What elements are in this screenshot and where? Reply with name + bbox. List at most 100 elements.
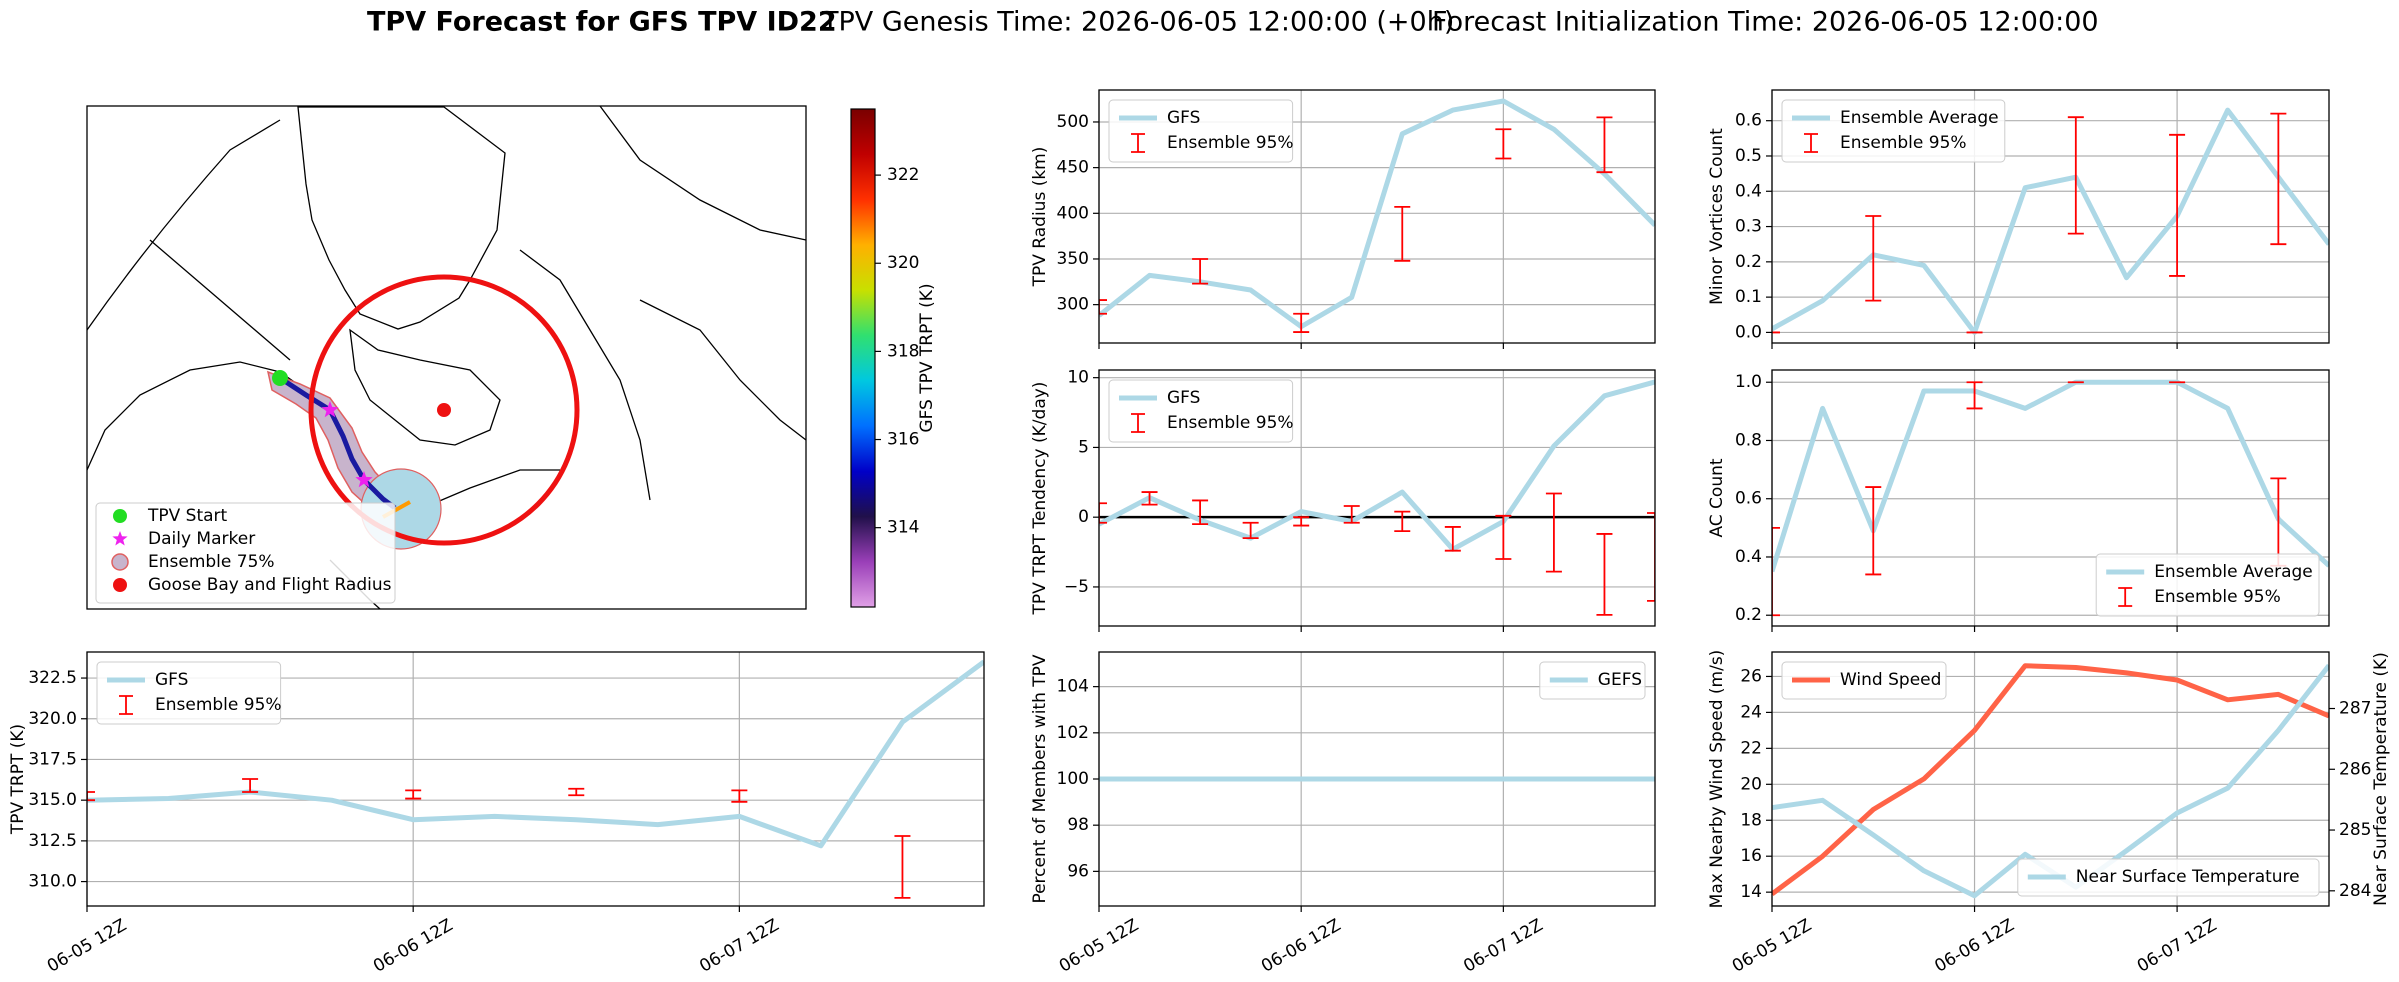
y-axis-label: TPV TRPT (K) [8, 724, 28, 835]
legend-label: Ensemble 95% [1167, 413, 1294, 433]
y-tick-label: 1.0 [1735, 372, 1762, 392]
y-tick-label: 0.0 [1735, 322, 1762, 342]
legend: Ensemble Average Ensemble 95% [1781, 99, 2006, 163]
goose-bay [437, 403, 451, 417]
axes-frame [1771, 89, 2330, 344]
axes-frame [1771, 369, 2330, 627]
legend: Wind Speed [1781, 661, 1947, 700]
error-bar [1394, 206, 1411, 262]
error-bar [1865, 215, 1882, 302]
legend: GFS Ensemble 95% [96, 661, 282, 725]
error-bar [1444, 526, 1461, 552]
legend-icon [113, 578, 127, 592]
y-tick-label: 315.0 [28, 790, 77, 810]
x-tick-label: 06-07 12Z [696, 915, 782, 976]
legend-label: TPV Start [147, 506, 228, 526]
legend-label: Ensemble Average [2154, 562, 2313, 582]
y-axis-label: Minor Vortices Count [1707, 128, 1727, 305]
y-tick-label: 16 [1740, 846, 1762, 866]
legend-box [1781, 661, 1947, 700]
legend: Near Surface Temperature [2017, 858, 2320, 897]
y-tick-label: 0.6 [1735, 489, 1762, 509]
legend-label: Ensemble 75% [148, 552, 275, 572]
error-bar [1141, 491, 1158, 506]
colorbar-tick-label: 320 [887, 253, 919, 273]
colorbar-tick-label: 322 [887, 165, 919, 185]
error-bar [242, 778, 259, 793]
y2-axis-label: Near Surface Temperature (K) [2371, 652, 2391, 906]
y-tick-label: 98 [1067, 815, 1089, 835]
legend-label: Ensemble 95% [155, 695, 282, 715]
y-tick-label: 300 [1057, 295, 1089, 315]
x-tick-label: 06-06 12Z [370, 915, 456, 976]
y-axis-label: TPV Radius (km) [1030, 147, 1050, 288]
series-line [1099, 98, 1655, 330]
y-tick-label: 0.2 [1735, 605, 1762, 625]
colorbar-label: GFS TPV TRPT (K) [917, 283, 937, 432]
plot-area [1772, 379, 2329, 617]
map-legend: TPV Start Daily Marker Ensemble 75% Goose B… [95, 502, 396, 604]
y-tick-label: 20 [1740, 774, 1762, 794]
legend-box [1781, 99, 2006, 163]
legend-icon [112, 531, 128, 546]
legend-errorbar [1131, 413, 1145, 433]
y-tick-label: 312.5 [28, 831, 77, 851]
error-bar [568, 787, 585, 797]
y-tick-label: 350 [1057, 249, 1089, 269]
legend-errorbar [2118, 587, 2133, 607]
legend-icon [111, 553, 129, 571]
flight-radius [308, 274, 580, 546]
error-bar [1495, 514, 1512, 560]
legend: GEFS [1539, 661, 1646, 700]
colorbar-tick-label: 316 [887, 430, 919, 450]
legend-errorbar [1131, 133, 1145, 153]
y-tick-label: 18 [1740, 810, 1762, 830]
map-land [86, 105, 807, 610]
y-tick-label: 0.5 [1735, 146, 1762, 166]
y-tick-label: 14 [1740, 882, 1762, 902]
x-tick-label: 06-05 12Z [44, 915, 130, 976]
y-tick-label: 104 [1057, 677, 1089, 697]
legend-box [2017, 858, 2320, 897]
series-line [1772, 107, 2329, 335]
x-tick-label: 06-05 12Z [1056, 915, 1142, 976]
y-tick-label: 450 [1057, 158, 1089, 178]
y-tick-label: 0 [1078, 507, 1089, 527]
axes-frame [86, 651, 985, 907]
y-tick-label: 320.0 [28, 709, 77, 729]
legend-label: Ensemble 95% [1167, 133, 1294, 153]
y-axis-label: Max Nearby Wind Speed (m/s) [1707, 650, 1727, 909]
y2-tick-label: 286 [2339, 759, 2371, 779]
legend-icon [113, 509, 127, 523]
error-bar [1192, 499, 1209, 526]
y-tick-label: 0.8 [1735, 430, 1762, 450]
error-bar [1865, 486, 1882, 576]
y-tick-label: 0.1 [1735, 287, 1762, 307]
error-bar [1495, 128, 1512, 160]
legend-label: GFS [1167, 388, 1200, 408]
plot-area [1099, 379, 1655, 616]
y-tick-label: 26 [1740, 666, 1762, 686]
y-tick-label: 100 [1057, 769, 1089, 789]
map-frame [86, 105, 807, 610]
error-bar [1242, 521, 1259, 540]
x-tick-label: 06-06 12Z [1258, 915, 1344, 976]
genesis-time: TPV Genesis Time: 2026-06-05 12:00:00 (+… [821, 7, 1454, 38]
error-bar [87, 791, 95, 802]
error-bar [1596, 533, 1613, 616]
legend-box [1539, 661, 1646, 700]
series-line [1772, 663, 2329, 897]
y-tick-label: 102 [1057, 723, 1089, 743]
legend-label: Near Surface Temperature [2076, 867, 2300, 887]
y-tick-label: 22 [1740, 738, 1762, 758]
y-tick-label: 0.3 [1735, 217, 1762, 237]
y-tick-label: −5 [1064, 577, 1089, 597]
y-tick-label: 0.4 [1735, 547, 1762, 567]
error-bar [1192, 258, 1209, 285]
legend-label: Wind Speed [1840, 670, 1941, 690]
y-tick-label: 0.4 [1735, 181, 1762, 201]
series-line [1099, 379, 1655, 552]
y2-tick-label: 284 [2339, 881, 2371, 901]
x-tick-label: 06-06 12Z [1931, 915, 2017, 976]
